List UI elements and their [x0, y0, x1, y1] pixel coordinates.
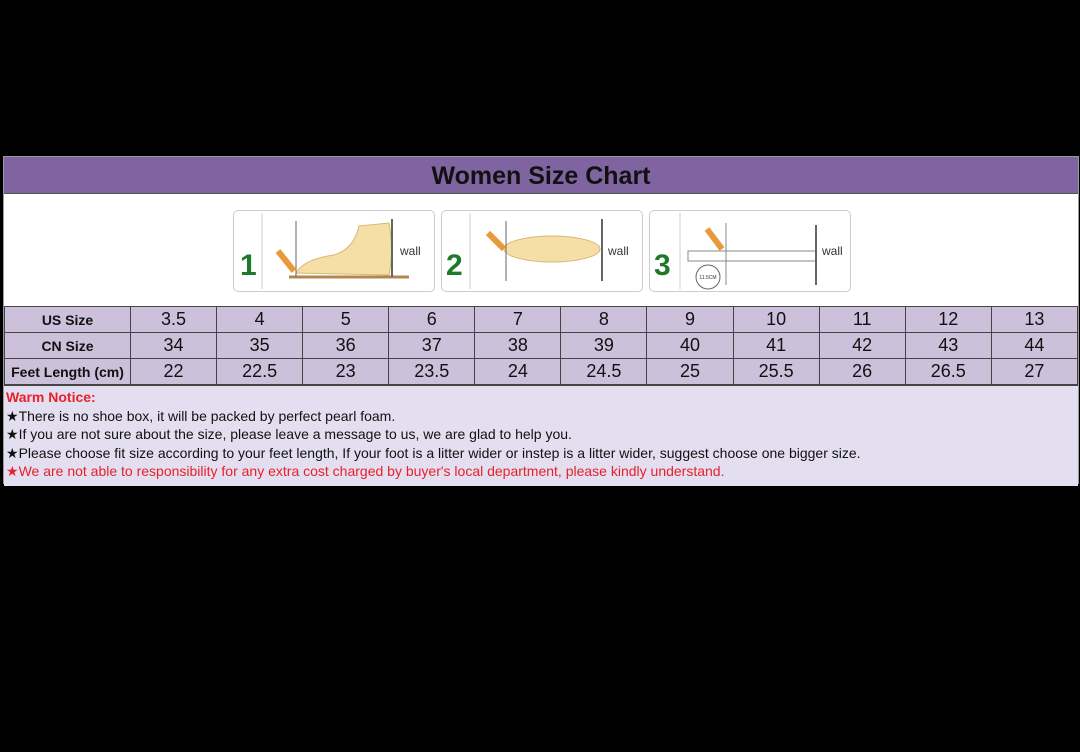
star-icon: ★ [6, 463, 19, 480]
table-cell: 26.5 [904, 358, 992, 385]
notice-text: Please choose fit size according to your… [18, 444, 861, 461]
svg-text:wall: wall [821, 244, 843, 258]
star-icon: ★ [6, 444, 19, 461]
foot-top-measure-illustration: 2 wall [446, 213, 629, 289]
table-cell: 4 [216, 306, 304, 333]
table-cell: 24 [474, 358, 562, 385]
row-label: US Size [4, 306, 131, 333]
table-cell: 13 [990, 306, 1079, 333]
table-cell: 41 [732, 332, 820, 359]
table-cell: 34 [129, 332, 218, 359]
table-cell: 25 [646, 358, 734, 385]
notice-item: ★If you are not sure about the size, ple… [6, 425, 1076, 444]
table-row: Feet Length (cm) 22 22.5 23 23.5 24 24.5 25 25.5… [4, 358, 1079, 385]
svg-text:wall: wall [399, 244, 421, 258]
table-row: US Size 3.5 4 5 6 7 8 9 10 11 12 13 [4, 306, 1079, 333]
svg-text:2: 2 [446, 249, 463, 282]
table-cell: 35 [216, 332, 304, 359]
ruler-measure-illustration: 3 11.5CM wall [654, 213, 843, 290]
notice-title: Warm Notice: [6, 389, 96, 405]
table-cell: 23 [302, 358, 390, 385]
star-icon: ★ [6, 407, 19, 424]
step-1-panel: 1 wall [233, 210, 435, 292]
table-cell: 10 [732, 306, 820, 333]
svg-text:3: 3 [654, 249, 671, 282]
step-3-panel: 3 11.5CM wall [649, 210, 851, 292]
table-cell: 38 [474, 332, 562, 359]
table-cell: 26 [818, 358, 906, 385]
table-cell: 5 [302, 306, 390, 333]
step-number: 1 [240, 249, 257, 282]
svg-text:wall: wall [607, 244, 629, 258]
notice-text: We are not able to responsibility for an… [18, 463, 725, 480]
size-table: US Size 3.5 4 5 6 7 8 9 10 11 12 13 CN Size 34 35 36 37 3… [4, 306, 1079, 385]
table-cell: 44 [990, 332, 1079, 359]
table-cell: 6 [388, 306, 476, 333]
table-cell: 37 [388, 332, 476, 359]
table-cell: 8 [560, 306, 648, 333]
table-cell: 40 [646, 332, 734, 359]
table-cell: 42 [818, 332, 906, 359]
chart-title: Women Size Chart [4, 157, 1078, 194]
row-label: CN Size [4, 332, 131, 359]
warm-notice: Warm Notice: ★There is no shoe box, it w… [4, 385, 1078, 486]
table-cell: 11 [818, 306, 906, 333]
row-label: Feet Length (cm) [4, 358, 131, 385]
notice-text: There is no shoe box, it will be packed … [18, 407, 396, 424]
table-cell: 25.5 [732, 358, 820, 385]
table-cell: 27 [990, 358, 1079, 385]
size-chart: Women Size Chart 1 wall 2 wall [3, 156, 1079, 486]
table-cell: 36 [302, 332, 390, 359]
table-cell: 39 [560, 332, 648, 359]
table-cell: 22 [129, 358, 218, 385]
star-icon: ★ [6, 426, 19, 443]
table-cell: 9 [646, 306, 734, 333]
notice-item: ★There is no shoe box, it will be packed… [6, 407, 1076, 426]
notice-item: ★We are not able to responsibility for a… [6, 462, 1076, 481]
notice-text: If you are not sure about the size, plea… [18, 426, 572, 443]
table-cell: 22.5 [216, 358, 304, 385]
table-row: CN Size 34 35 36 37 38 39 40 41 42 43 44 [4, 332, 1079, 359]
notice-item: ★Please choose fit size according to you… [6, 444, 1076, 463]
table-cell: 23.5 [388, 358, 476, 385]
step-2-panel: 2 wall [441, 210, 643, 292]
table-cell: 12 [904, 306, 992, 333]
svg-text:11.5CM: 11.5CM [699, 275, 716, 281]
table-cell: 43 [904, 332, 992, 359]
table-cell: 3.5 [129, 306, 218, 333]
measuring-steps: 1 wall 2 wall 3 [4, 194, 1078, 306]
table-cell: 24.5 [560, 358, 648, 385]
foot-side-measure-illustration: 1 wall [240, 213, 421, 289]
table-cell: 7 [474, 306, 562, 333]
